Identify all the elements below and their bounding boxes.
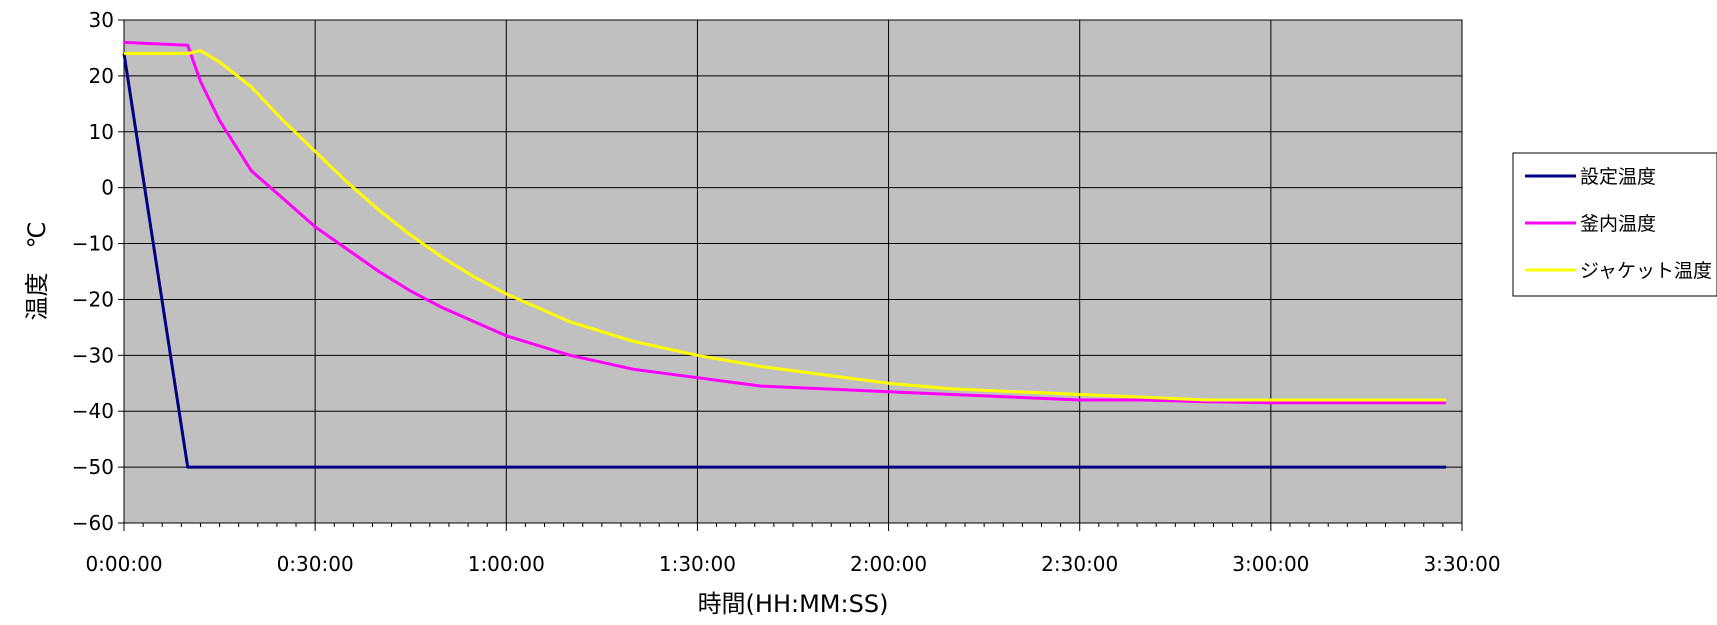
- y-tick-label: −60: [72, 511, 114, 535]
- y-tick-label: 10: [89, 120, 114, 144]
- plot-area: [123, 19, 1463, 524]
- legend-label: 釜内温度: [1580, 213, 1656, 235]
- y-tick-label: −30: [72, 343, 114, 367]
- series-line-2: [123, 40, 1447, 405]
- x-tick-label: 2:00:00: [850, 552, 927, 576]
- x-tick-label: 1:30:00: [659, 552, 736, 576]
- x-tick-label: 3:00:00: [1232, 552, 1309, 576]
- x-axis-title: 時間(HH:MM:SS): [698, 590, 889, 618]
- series-line-1: [122, 53, 1447, 469]
- y-tick-label: 20: [89, 64, 114, 88]
- x-axis-ticks: 0:00:00 0:30:00 1:00:00 1:30:00 2:00:00 2:30:…: [85, 523, 1501, 576]
- x-tick-label: 0:00:00: [85, 552, 162, 576]
- y-axis-ticks: 30 20 10 0 −10 −20 −30 −40 −50 −60: [72, 8, 124, 535]
- x-tick-label: 0:30:00: [277, 552, 354, 576]
- series-line-3: [124, 49, 1447, 402]
- x-tick-label: 2:30:00: [1041, 552, 1118, 576]
- legend-label: 設定温度: [1580, 166, 1656, 188]
- y-tick-label: 0: [101, 176, 114, 200]
- x-tick-label: 1:00:00: [468, 552, 545, 576]
- y-tick-label: −10: [72, 232, 114, 256]
- y-tick-label: 30: [89, 8, 114, 32]
- y-tick-label: −20: [72, 287, 114, 311]
- y-axis-title: 温度 ℃: [23, 222, 51, 321]
- grid-lines: [123, 19, 1463, 524]
- y-tick-label: −40: [72, 399, 114, 423]
- series-lines: [122, 40, 1447, 469]
- y-tick-label: −50: [72, 455, 114, 479]
- x-tick-label: 3:30:00: [1423, 552, 1500, 576]
- legend-label: ジャケット温度: [1580, 260, 1712, 282]
